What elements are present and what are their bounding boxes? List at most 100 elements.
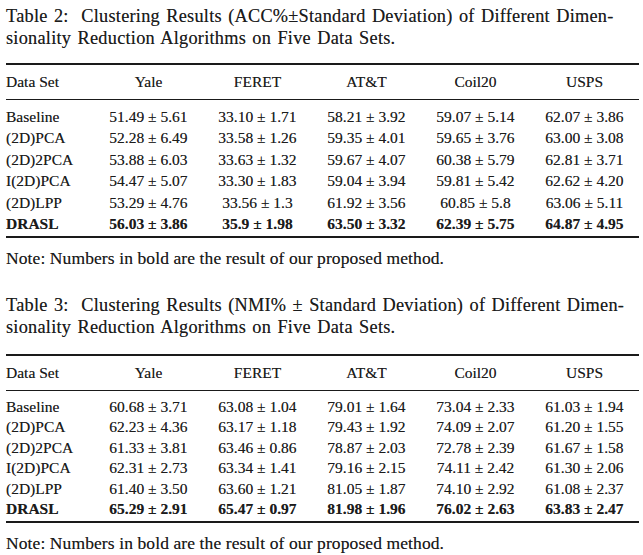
value-cell: 59.35 ± 4.01 [312, 127, 421, 149]
table-2-caption: Table 2: Clustering Results (ACC%±Standa… [6, 5, 639, 49]
row-label: (2D)PCA [6, 127, 94, 149]
value-cell: 59.04 ± 3.94 [312, 170, 421, 192]
column-header: Coil20 [421, 71, 530, 93]
value-cell: 74.09 ± 2.07 [421, 417, 530, 438]
value-cell: 56.03 ± 3.86 [94, 213, 203, 235]
table-3-header-row: Data Set Yale FERET AT&T Coil20 USPS [6, 356, 639, 391]
value-cell: 63.83 ± 2.47 [530, 499, 639, 520]
value-cell: 81.98 ± 1.96 [312, 499, 421, 520]
value-cell: 64.87 ± 4.95 [530, 213, 639, 235]
value-cell: 59.81 ± 5.42 [421, 170, 530, 192]
table-2-note: Note: Numbers in bold are the result of … [6, 248, 639, 270]
column-header: Data Set [6, 71, 94, 93]
caption-line-2: sionality Reduction Algorithms on Five D… [6, 316, 639, 338]
value-cell: 61.20 ± 1.55 [530, 417, 639, 438]
value-cell: 61.08 ± 2.37 [530, 479, 639, 500]
row-label: Baseline [6, 397, 94, 418]
value-cell: 74.11 ± 2.42 [421, 458, 530, 479]
row-label: I(2D)PCA [6, 458, 94, 479]
value-cell: 61.03 ± 1.94 [530, 397, 639, 418]
value-cell: 58.21 ± 3.92 [312, 106, 421, 128]
value-cell: 63.34 ± 1.41 [203, 458, 312, 479]
value-cell: 62.23 ± 4.36 [94, 417, 203, 438]
value-cell: 61.33 ± 3.81 [94, 438, 203, 459]
value-cell: 62.31 ± 2.73 [94, 458, 203, 479]
table-row: DRASL56.03 ± 3.8635.9 ± 1.9863.50 ± 3.32… [6, 213, 639, 235]
value-cell: 79.01 ± 1.64 [312, 397, 421, 418]
table-row: DRASL65.29 ± 2.9165.47 ± 0.9781.98 ± 1.9… [6, 499, 639, 520]
table-2-body: Baseline51.49 ± 5.6133.10 ± 1.7158.21 ± … [6, 100, 639, 236]
value-cell: 73.04 ± 2.33 [421, 397, 530, 418]
column-header: Data Set [6, 362, 94, 384]
column-header: USPS [530, 362, 639, 384]
value-cell: 81.05 ± 1.87 [312, 479, 421, 500]
row-label: (2D)2PCA [6, 149, 94, 171]
caption-line-1: Table 2: Clustering Results (ACC%±Standa… [6, 5, 639, 27]
table-row: (2D)LPP61.40 ± 3.5063.60 ± 1.2181.05 ± 1… [6, 479, 639, 500]
value-cell: 59.65 ± 3.76 [421, 127, 530, 149]
table-row: Baseline60.68 ± 3.7163.08 ± 1.0479.01 ± … [6, 397, 639, 418]
row-label: (2D)LPP [6, 192, 94, 214]
table-3: Data Set Yale FERET AT&T Coil20 USPS Bas… [6, 354, 639, 523]
value-cell: 63.06 ± 5.11 [530, 192, 639, 214]
table-2: Data Set Yale FERET AT&T Coil20 USPS Bas… [6, 63, 639, 238]
value-cell: 63.50 ± 3.32 [312, 213, 421, 235]
table-row: (2D)2PCA53.88 ± 6.0333.63 ± 1.3259.67 ± … [6, 149, 639, 171]
column-header: AT&T [312, 362, 421, 384]
paper-page: Table 2: Clustering Results (ACC%±Standa… [0, 0, 643, 555]
row-label: I(2D)PCA [6, 170, 94, 192]
row-label: (2D)LPP [6, 479, 94, 500]
value-cell: 33.58 ± 1.26 [203, 127, 312, 149]
column-header: FERET [203, 362, 312, 384]
value-cell: 62.39 ± 5.75 [421, 213, 530, 235]
value-cell: 60.38 ± 5.79 [421, 149, 530, 171]
table-row: I(2D)PCA54.47 ± 5.0733.30 ± 1.8359.04 ± … [6, 170, 639, 192]
table-row: I(2D)PCA62.31 ± 2.7363.34 ± 1.4179.16 ± … [6, 458, 639, 479]
value-cell: 63.00 ± 3.08 [530, 127, 639, 149]
value-cell: 63.08 ± 1.04 [203, 397, 312, 418]
table-row: Baseline51.49 ± 5.6133.10 ± 1.7158.21 ± … [6, 106, 639, 128]
value-cell: 52.28 ± 6.49 [94, 127, 203, 149]
value-cell: 62.62 ± 4.20 [530, 170, 639, 192]
value-cell: 59.67 ± 4.07 [312, 149, 421, 171]
caption-line-1: Table 3: Clustering Results (NMI% ± Stan… [6, 294, 639, 316]
value-cell: 61.30 ± 2.06 [530, 458, 639, 479]
value-cell: 33.30 ± 1.83 [203, 170, 312, 192]
column-header: Yale [94, 362, 203, 384]
value-cell: 33.10 ± 1.71 [203, 106, 312, 128]
value-cell: 35.9 ± 1.98 [203, 213, 312, 235]
value-cell: 63.17 ± 1.18 [203, 417, 312, 438]
value-cell: 33.63 ± 1.32 [203, 149, 312, 171]
value-cell: 53.29 ± 4.76 [94, 192, 203, 214]
value-cell: 53.88 ± 6.03 [94, 149, 203, 171]
row-label: DRASL [6, 499, 94, 520]
column-header: AT&T [312, 71, 421, 93]
value-cell: 72.78 ± 2.39 [421, 438, 530, 459]
value-cell: 76.02 ± 2.63 [421, 499, 530, 520]
value-cell: 62.81 ± 3.71 [530, 149, 639, 171]
value-cell: 65.29 ± 2.91 [94, 499, 203, 520]
table-3-caption: Table 3: Clustering Results (NMI% ± Stan… [6, 294, 639, 338]
value-cell: 59.07 ± 5.14 [421, 106, 530, 128]
table-row: (2D)PCA52.28 ± 6.4933.58 ± 1.2659.35 ± 4… [6, 127, 639, 149]
value-cell: 78.87 ± 2.03 [312, 438, 421, 459]
table-2-section: Table 2: Clustering Results (ACC%±Standa… [6, 5, 639, 269]
value-cell: 62.07 ± 3.86 [530, 106, 639, 128]
value-cell: 65.47 ± 0.97 [203, 499, 312, 520]
value-cell: 33.56 ± 1.3 [203, 192, 312, 214]
table-row: (2D)2PCA61.33 ± 3.8163.46 ± 0.8678.87 ± … [6, 438, 639, 459]
value-cell: 79.16 ± 2.15 [312, 458, 421, 479]
table-row: (2D)LPP53.29 ± 4.7633.56 ± 1.361.92 ± 3.… [6, 192, 639, 214]
table-3-section: Table 3: Clustering Results (NMI% ± Stan… [6, 294, 639, 555]
value-cell: 61.92 ± 3.56 [312, 192, 421, 214]
row-label: (2D)2PCA [6, 438, 94, 459]
table-row: (2D)PCA62.23 ± 4.3663.17 ± 1.1879.43 ± 1… [6, 417, 639, 438]
column-header: USPS [530, 71, 639, 93]
row-label: (2D)PCA [6, 417, 94, 438]
value-cell: 61.40 ± 3.50 [94, 479, 203, 500]
value-cell: 51.49 ± 5.61 [94, 106, 203, 128]
caption-line-2: sionality Reduction Algorithms on Five D… [6, 27, 639, 49]
value-cell: 74.10 ± 2.92 [421, 479, 530, 500]
column-header: Yale [94, 71, 203, 93]
column-header: Coil20 [421, 362, 530, 384]
